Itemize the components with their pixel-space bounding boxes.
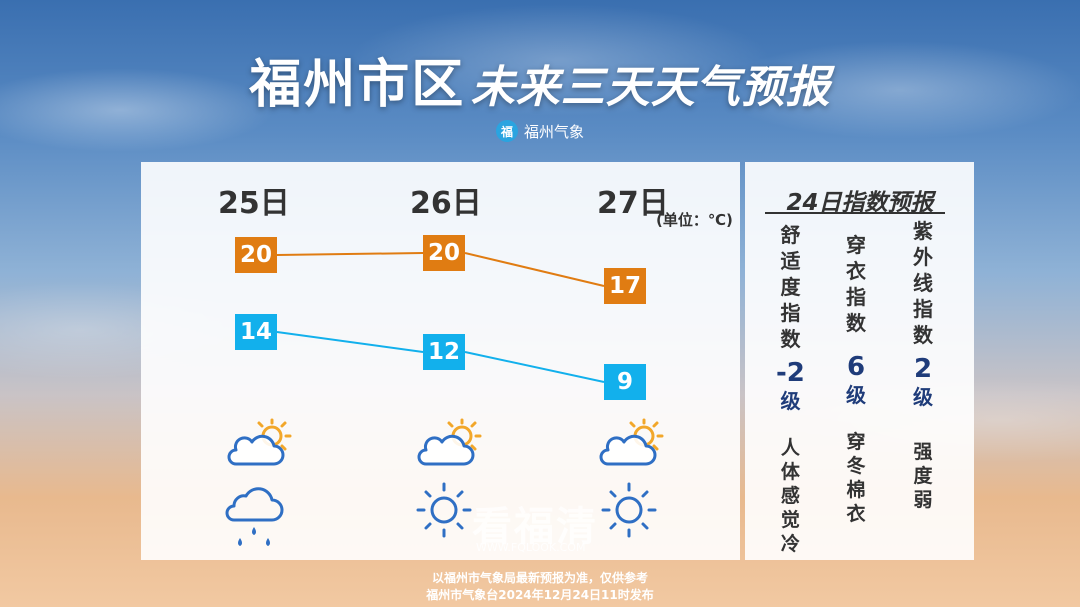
watermark-logo: 看福清 [472,504,598,550]
index-value: 6 [846,352,866,382]
low-line [464,351,605,383]
index-unit: 级 [846,383,866,407]
index-title: 24日指数预报 [786,190,934,216]
fuzhou-weather-logo-icon: 福 [495,120,518,142]
index-value: 2 [913,354,933,384]
index-title-underline [765,212,945,214]
index-name: 穿衣指数 [846,233,866,335]
index-description: 强度弱 [913,441,933,511]
index-unit: 级 [780,389,801,413]
rain-icon [225,487,284,546]
title-subtitle: 未来三天天气预报 [470,62,831,113]
comfort-index: 舒适度指数 -2 级 人体感觉冷 [776,222,805,556]
day-label: 25日 [218,186,290,221]
footer-note: 以福州市气象局最新预报为准，仅供参考 [431,571,648,585]
brand: 福 福州气象 [0,120,1080,142]
high-temp-badge: 20 [235,237,277,273]
low-temp-badge: 12 [423,334,465,370]
low-line [276,331,424,353]
partly-cloudy-icon [227,418,292,466]
unit-label: (单位：℃) [656,211,733,229]
high-temp-badge: 17 [604,268,646,304]
index-description: 穿冬棉衣 [846,431,866,525]
partly-cloudy-icon [599,418,664,466]
day-label: 27日 [597,186,669,221]
day-label: 26日 [410,186,482,221]
low-temp-badge: 9 [604,364,646,400]
index-unit: 级 [913,385,933,409]
high-temp-badge: 20 [423,235,465,271]
high-line [464,252,605,287]
brand-name: 福州气象 [523,122,584,141]
index-value: -2 [776,358,805,388]
watermark-url: WWW.FQLOOK.COM [476,541,586,554]
high-line [276,252,424,256]
index-name: 紫外线指数 [913,219,933,347]
index-description: 人体感觉冷 [780,437,800,555]
partly-cloudy-icon [417,418,482,466]
footer-issue-time: 福州市气象台2024年12月24日11时发布 [426,588,654,602]
dressing-index: 穿衣指数 6 级 穿冬棉衣 [844,232,868,526]
index-panel [745,162,974,560]
page-title: 福州市区 未来三天天气预报 [0,42,1080,117]
low-temp-badge: 14 [235,314,277,350]
title-city: 福州市区 [249,55,466,115]
sunny-icon [416,482,472,538]
index-name: 舒适度指数 [780,223,801,351]
uv-index: 紫外线指数 2 级 强度弱 [911,218,935,512]
sunny-icon [601,482,657,538]
